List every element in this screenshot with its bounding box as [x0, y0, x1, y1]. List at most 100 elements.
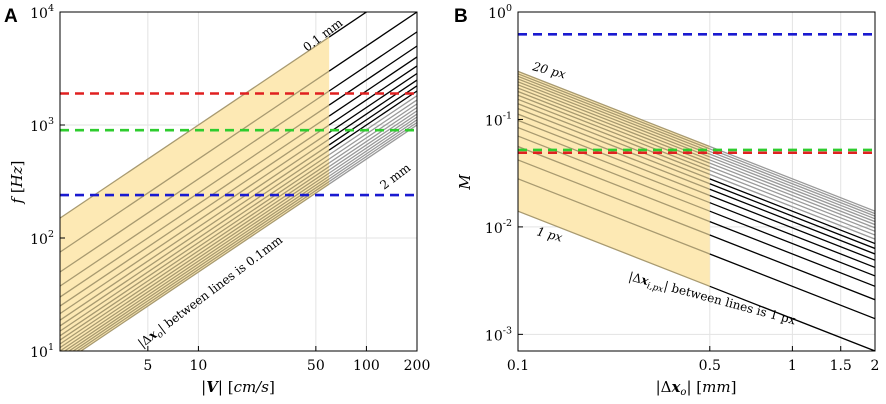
chart-b-series-line-shaded: [518, 73, 711, 150]
chart-a-series-line-shaded: [60, 138, 330, 321]
chart-a-y-ticks: 101 102 103 104: [30, 3, 65, 361]
chart-a-series-line: [328, 116, 417, 177]
chart-b-series-line-shaded: [518, 126, 711, 204]
chart-a-series-line: [328, 12, 368, 38]
chart-b-x-label: |Δxo| [mm]: [656, 378, 737, 398]
chart-a-series-line: [328, 79, 417, 140]
chart-a-series-line: [328, 31, 417, 92]
chart-b-series-line: [709, 210, 875, 277]
chart-a-x-tick-label: 10: [190, 358, 208, 374]
chart-b-y-tick-label: 10-2: [485, 218, 512, 237]
chart-a-series-line: [328, 110, 417, 171]
chart-b-series-line-shaded: [518, 70, 711, 148]
chart-a-x-tick-label: 5: [143, 358, 152, 374]
chart-a-series-line-shaded: [60, 115, 330, 298]
chart-a-series-line-shaded: [60, 154, 330, 337]
chart-b-series-line: [709, 183, 875, 250]
chart-b-x-ticks: 0.1 0.5 1 1.5 2: [507, 346, 880, 374]
chart-a-series-line-shaded: [60, 149, 330, 332]
chart-a-series-line-shaded: [60, 90, 330, 273]
chart-a-series-line-shaded: [60, 70, 330, 253]
chart-b-series-line: [709, 145, 875, 212]
chart-b-series-line: [709, 159, 875, 226]
chart-a-x-tick-label: 100: [353, 358, 380, 374]
chart-b-series-line: [709, 173, 875, 240]
chart-b-series-line: [709, 188, 875, 255]
chart-a-series-line: [328, 56, 417, 117]
chart-b-series-line-shaded: [518, 145, 711, 223]
chart-b-series-line-shaded: [518, 78, 711, 155]
chart-a-x-ticks: 5 10 50 100 200: [143, 346, 430, 374]
chart-a-annotation-bottom-line: 2 mm: [377, 160, 413, 192]
chart-a: 5 10 50 100 200 101 102 103 104 |V| [cm/s] f [H…: [8, 3, 430, 396]
panel-label-a: A: [4, 6, 18, 27]
chart-a-series-line-shaded: [67, 175, 330, 351]
chart-a-series-line: [328, 121, 417, 183]
chart-b-series: [518, 70, 875, 351]
chart-b-series-line: [709, 234, 875, 301]
chart-a-series-line-shaded: [76, 181, 330, 351]
chart-a-series-line-shaded: [79, 183, 330, 351]
chart-b-series-line: [709, 169, 875, 236]
chart-b-y-ticks: 10-3 10-2 10-1 100: [485, 3, 523, 344]
chart-b-series-line-shaded: [518, 103, 711, 180]
chart-b-series-line: [709, 166, 875, 232]
chart-a-frame: [59, 11, 418, 352]
chart-b-series-line-shaded: [518, 108, 711, 185]
chart-a-y-tick-label: 102: [30, 229, 54, 248]
chart-b-series-line-shaded: [518, 75, 711, 153]
chart-b-y-label: M: [456, 174, 474, 191]
chart-a-series-line: [328, 124, 417, 185]
chart-b-x-tick-label: 1: [788, 358, 797, 374]
chart-a-series-line: [328, 65, 417, 126]
chart-a-y-tick-label: 103: [30, 116, 54, 135]
chart-b-frame: [517, 11, 876, 352]
chart-a-series-line-shaded: [60, 104, 330, 287]
chart-a-series-line: [328, 72, 417, 134]
chart-a-series-line: [328, 99, 417, 160]
chart-a-y-tick-label: 101: [30, 342, 54, 361]
chart-b-series-line-shaded: [518, 135, 711, 212]
chart-b-y-tick-label: 100: [488, 3, 512, 22]
chart-b: 0.1 0.5 1 1.5 2 10-3 10-2 10-1 100 |Δxo| [mm] M…: [456, 3, 879, 398]
chart-b-x-tick-label: 0.5: [699, 358, 721, 374]
chart-a-shaded-region: [60, 37, 330, 351]
chart-a-series-line-shaded: [60, 132, 330, 315]
chart-b-series-line: [709, 150, 875, 217]
chart-a-series-line: [328, 119, 417, 180]
chart-a-y-label: f [Hz]: [8, 160, 26, 204]
chart-b-series-line-shaded: [518, 159, 711, 236]
chart-b-series-line-shaded: [518, 119, 711, 197]
chart-b-series-line-shaded: [518, 94, 711, 171]
chart-b-series-line: [709, 253, 875, 320]
chart-b-series-line: [709, 148, 875, 215]
chart-a-x-tick-label: 50: [307, 358, 325, 374]
chart-b-x-tick-label: 1.5: [830, 358, 852, 374]
chart-a-series-line-shaded: [60, 169, 330, 351]
chart-b-series-line: [709, 221, 875, 287]
chart-b-series-line: [709, 156, 875, 223]
chart-b-series-line: [709, 194, 875, 261]
chart-a-series-line-shaded: [72, 178, 330, 351]
chart-b-annotation-bottom-line: 1 px: [535, 224, 564, 244]
chart-a-series-line: [328, 45, 417, 106]
chart-b-series-line-shaded: [518, 87, 711, 164]
chart-b-series-line-shaded: [518, 98, 711, 176]
chart-b-shaded-region: [518, 71, 710, 287]
chart-b-y-tick-label: 10-1: [485, 110, 512, 129]
chart-a-series-line: [328, 90, 417, 151]
chart-a-shade-area: [60, 37, 330, 351]
chart-a-series-line: [328, 85, 417, 146]
chart-b-series-line-shaded: [518, 210, 711, 287]
chart-a-y-tick-label: 104: [30, 3, 54, 22]
chart-b-series-line: [709, 202, 875, 268]
chart-a-x-label: |V| [cm/s]: [201, 378, 275, 396]
chart-a-x-tick-label: 200: [404, 358, 431, 374]
chart-b-x-tick-label: 2: [871, 358, 880, 374]
chart-b-series-line: [709, 162, 875, 229]
chart-b-series-line-shaded: [518, 81, 711, 158]
chart-b-series-line-shaded: [518, 178, 711, 255]
chart-a-series-line-shaded: [60, 124, 330, 307]
chart-b-y-tick-label: 10-3: [485, 325, 512, 344]
